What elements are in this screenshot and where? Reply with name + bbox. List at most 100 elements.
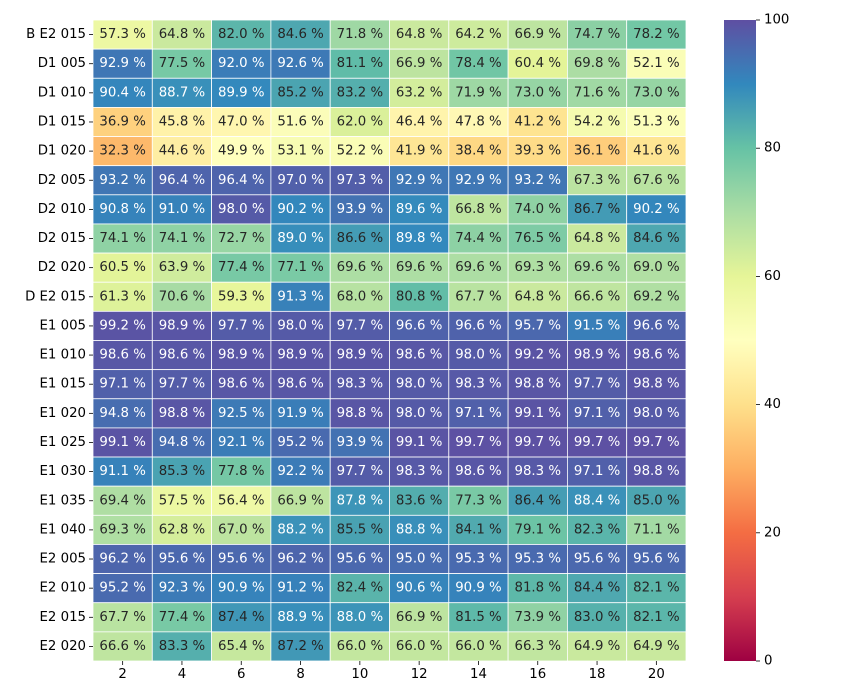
heatmap-cell [626, 107, 687, 137]
cell-value-label: 93.9 % [337, 202, 383, 217]
cell-value-label: 84.1 % [455, 522, 501, 537]
heatmap-cell [448, 456, 509, 487]
heatmap-cell [92, 544, 153, 574]
cell-value-label: 83.3 % [159, 639, 205, 654]
heatmap-cell [567, 77, 628, 108]
cell-value-label: 92.3 % [159, 581, 205, 596]
cell-value-label: 98.6 % [633, 348, 679, 363]
cell-value-label: 97.7 % [159, 377, 205, 392]
cell-value-label: 36.9 % [99, 114, 145, 129]
heatmap-cell [507, 19, 568, 50]
cell-value-label: 98.9 % [159, 318, 205, 333]
cell-value-label: 85.3 % [159, 464, 205, 479]
heatmap-cell [626, 602, 687, 633]
cell-value-label: 66.0 % [396, 639, 442, 654]
heatmap-cell [92, 194, 153, 225]
heatmap-cell [211, 19, 272, 50]
cell-value-label: 70.6 % [159, 289, 205, 304]
heatmap-cell [270, 252, 331, 283]
cell-value-label: 88.7 % [159, 85, 205, 100]
cell-value-label: 95.6 % [218, 552, 264, 567]
cell-value-label: 64.8 % [396, 27, 442, 42]
cell-value-label: 77.5 % [159, 56, 205, 71]
cell-value-label: 98.9 % [218, 348, 264, 363]
cell-value-label: 81.5 % [455, 610, 501, 625]
cell-value-label: 64.9 % [633, 639, 679, 654]
cell-value-label: 99.7 % [515, 435, 561, 450]
cell-value-label: 99.7 % [455, 435, 501, 450]
row-label: E1 015 [40, 377, 86, 392]
heatmap-cell [92, 165, 153, 196]
cell-value-label: 90.8 % [99, 202, 145, 217]
heatmap-cell [389, 485, 450, 516]
cell-value-label: 64.8 % [159, 27, 205, 42]
heatmap-cell [389, 165, 450, 196]
heatmap-cell [567, 340, 628, 371]
cell-value-label: 88.2 % [277, 522, 323, 537]
cell-value-label: 88.0 % [337, 610, 383, 625]
heatmap-cell [92, 19, 153, 50]
row-label: B E2 015 [26, 27, 86, 42]
row-label: D1 020 [38, 144, 86, 159]
cell-value-label: 39.3 % [515, 144, 561, 159]
heatmap-cell [211, 252, 272, 283]
heatmap-cell [151, 398, 213, 429]
row-label: D1 005 [38, 56, 86, 71]
heatmap-cell [211, 136, 272, 167]
cell-value-label: 87.2 % [277, 639, 323, 654]
cell-value-label: 91.2 % [277, 581, 323, 596]
row-label: D1 015 [38, 114, 86, 129]
cell-value-label: 57.3 % [99, 27, 145, 42]
heatmap-cell [448, 369, 509, 400]
cell-value-label: 95.7 % [515, 318, 561, 333]
heatmap-cell [567, 136, 628, 167]
cell-value-label: 62.0 % [337, 114, 383, 129]
cell-value-label: 74.7 % [574, 27, 620, 42]
heatmap-cell [92, 573, 153, 604]
heatmap-cell [211, 427, 272, 458]
heatmap-cell [448, 136, 509, 167]
heatmap-cell [507, 485, 568, 516]
cell-value-label: 71.9 % [455, 85, 501, 100]
cell-value-label: 83.2 % [337, 85, 383, 100]
cell-value-label: 66.9 % [396, 610, 442, 625]
cell-value-label: 81.8 % [515, 581, 561, 596]
cell-value-label: 47.8 % [455, 114, 501, 129]
cell-value-label: 86.4 % [515, 493, 561, 508]
heatmap-cell [389, 19, 450, 50]
cell-value-label: 91.5 % [574, 318, 620, 333]
cell-value-label: 95.3 % [455, 552, 501, 567]
cell-value-label: 83.6 % [396, 493, 442, 508]
heatmap-cell [389, 573, 450, 604]
column-label: 20 [648, 667, 665, 682]
row-label: E1 020 [40, 406, 86, 421]
heatmap-cell [507, 602, 568, 633]
column-label: 14 [470, 667, 487, 682]
cell-value-label: 95.6 % [159, 552, 205, 567]
cell-value-label: 87.8 % [337, 493, 383, 508]
heatmap-cell [270, 398, 331, 429]
column-labels: 2 4 6 8 10 12 14 16 18 20 [118, 661, 665, 682]
cell-value-label: 98.8 % [337, 406, 383, 421]
cell-value-label: 74.0 % [515, 202, 561, 217]
cell-value-label: 97.7 % [337, 464, 383, 479]
cell-value-label: 66.9 % [515, 27, 561, 42]
cell-value-label: 85.0 % [633, 493, 679, 508]
heatmap-cell [389, 631, 450, 662]
heatmap-cell [507, 252, 568, 283]
cell-value-label: 80.8 % [396, 289, 442, 304]
cell-value-label: 66.9 % [277, 493, 323, 508]
cell-value-label: 98.0 % [633, 406, 679, 421]
cell-value-label: 67.6 % [633, 173, 679, 188]
heatmap-cell [567, 165, 628, 196]
heatmap-cell [329, 223, 390, 254]
cell-value-label: 97.0 % [277, 173, 323, 188]
cell-value-label: 92.9 % [396, 173, 442, 188]
cell-value-label: 92.5 % [218, 406, 264, 421]
heatmap-cell [151, 48, 213, 79]
row-label: D2 020 [38, 260, 86, 275]
heatmap-cell [507, 369, 568, 400]
heatmap-cell [567, 107, 628, 137]
cell-value-label: 91.0 % [159, 202, 205, 217]
heatmap-cell [507, 223, 568, 254]
